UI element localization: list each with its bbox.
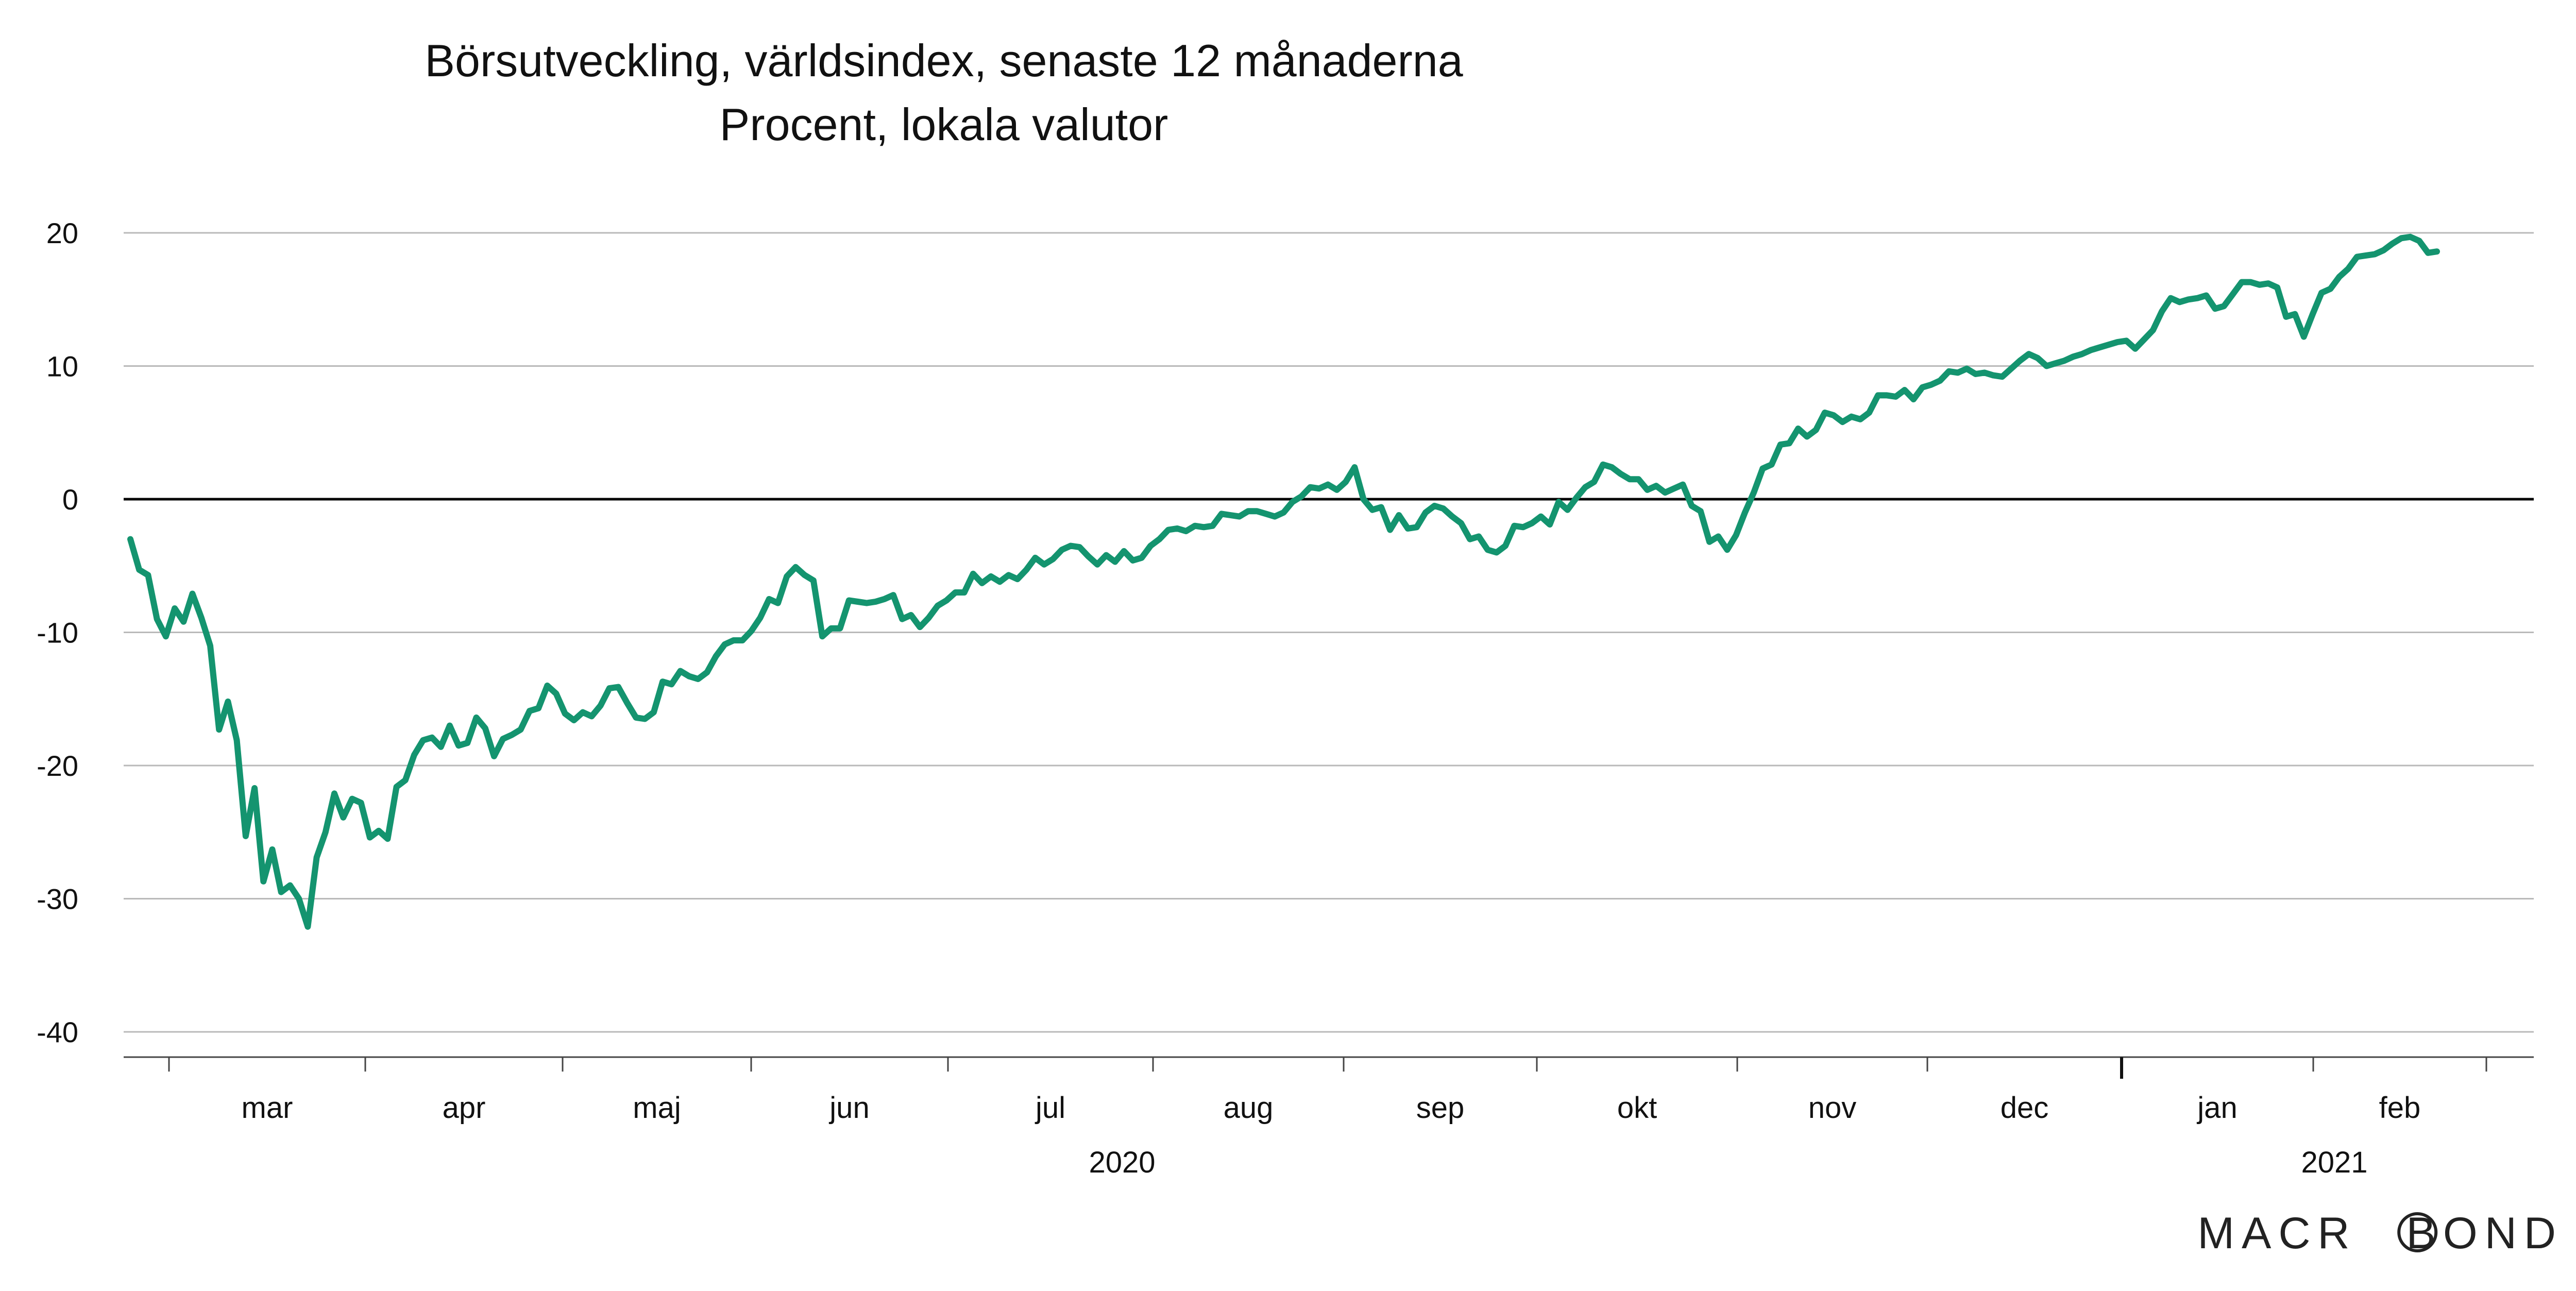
y-axis-tick-labels: 20 10 0 -10 -20 -30 -40 [37, 217, 78, 1048]
year-label-2020: 2020 [1089, 1146, 1155, 1179]
year-label-2021: 2021 [2301, 1146, 2367, 1179]
macrobond-logo: MACR BOND [2197, 1209, 2563, 1258]
y-tick-label: 0 [62, 483, 78, 516]
chart-title: Börsutveckling, världsindex, senaste 12 … [425, 35, 1463, 86]
y-tick-label: -20 [37, 750, 78, 782]
y-tick-label: -40 [37, 1016, 78, 1048]
x-tick-label-jun: jun [828, 1091, 869, 1125]
chart-subtitle: Procent, lokala valutor [720, 99, 1168, 150]
x-tick-label-jan: jan [2196, 1091, 2237, 1125]
x-tick-label-jul: jul [1035, 1091, 1065, 1125]
x-tick-label-maj: maj [633, 1091, 681, 1125]
series-line-0 [127, 233, 2440, 930]
x-tick-label-nov: nov [1808, 1091, 1857, 1125]
series-layer [127, 233, 2440, 930]
logo-text: MACR BOND [2197, 1209, 2563, 1258]
x-tick-label-apr: apr [443, 1091, 486, 1125]
x-tick-label-mar: mar [242, 1091, 293, 1125]
x-tick-label-sep: sep [1416, 1091, 1465, 1125]
y-tick-label: -10 [37, 617, 78, 649]
y-tick-label: -30 [37, 883, 78, 915]
x-axis: mar apr maj jun jul aug sep okt nov dec jan feb 2020… [124, 1056, 2534, 1179]
x-tick-label-feb: feb [2379, 1091, 2421, 1125]
logo-ring [2397, 1212, 2438, 1252]
x-tick-label-aug: aug [1224, 1091, 1274, 1125]
x-tick-label-okt: okt [1617, 1091, 1657, 1125]
x-tick-label-dec: dec [2001, 1091, 2049, 1125]
y-tick-label: 20 [46, 217, 78, 249]
y-tick-label: 10 [46, 350, 78, 383]
grid-lines [124, 232, 2534, 1033]
